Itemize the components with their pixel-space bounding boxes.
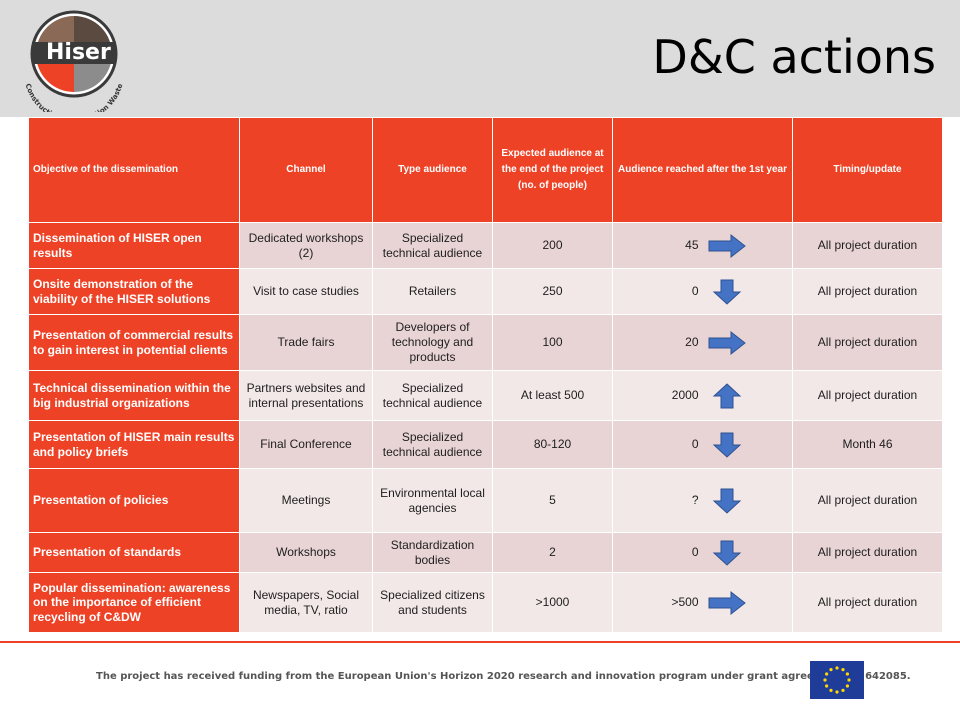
- timing-cell: All project duration: [792, 572, 943, 633]
- audience-reached-cell: 0: [612, 532, 793, 573]
- col-header-objective: Objective of the dissemination: [28, 117, 240, 223]
- svg-text:Construction & Demolition Wast: Construction & Demolition Waste: [24, 82, 125, 112]
- col-header-audience-reached: Audience reached after the 1st year: [612, 117, 793, 223]
- objective-cell: Presentation of commercial results to ga…: [28, 314, 240, 371]
- expected-audience-cell: At least 500: [492, 370, 613, 421]
- audience-reached-cell: 0: [612, 268, 793, 315]
- arrow-up-icon: [707, 382, 747, 409]
- expected-audience-cell: 200: [492, 222, 613, 269]
- timing-cell: All project duration: [792, 468, 943, 533]
- channel-cell: Meetings: [239, 468, 373, 533]
- type-audience-cell: Developers of technology and products: [372, 314, 493, 371]
- audience-reached-cell: ?: [612, 468, 793, 533]
- objective-cell: Technical dissemination within the big i…: [28, 370, 240, 421]
- table-row: Presentation of policies Meetings Environm…: [28, 468, 943, 533]
- col-header-type-audience: Type audience: [372, 117, 493, 223]
- audience-reached-value: 45: [685, 238, 699, 252]
- type-audience-cell: Retailers: [372, 268, 493, 315]
- objective-cell: Onsite demonstration of the viability of…: [28, 268, 240, 315]
- type-audience-cell: Specialized technical audience: [372, 370, 493, 421]
- audience-reached-cell: >500: [612, 572, 793, 633]
- arrow-down-icon: [707, 279, 747, 305]
- channel-cell: Partners websites and internal presentat…: [239, 370, 373, 421]
- channel-cell: Newspapers, Social media, TV, ratio: [239, 572, 373, 633]
- table-row: Presentation of commercial results to ga…: [28, 314, 943, 371]
- arrow-right-icon: [707, 590, 747, 616]
- audience-reached-value: 2000: [671, 388, 699, 402]
- arrow-down-icon: [707, 488, 747, 514]
- table-row: Dissemination of HISER open results Dedic…: [28, 222, 943, 269]
- dc-actions-table: Objective of the dissemination Channel T…: [28, 117, 943, 633]
- objective-cell: Presentation of standards: [28, 532, 240, 573]
- slide-header: Hiser Construction & Demolition Waste D&…: [0, 0, 960, 124]
- expected-audience-cell: 250: [492, 268, 613, 315]
- footer-divider: [0, 641, 960, 643]
- arrow-right-icon: [707, 233, 747, 259]
- table-header-row: Objective of the dissemination Channel T…: [28, 117, 943, 223]
- timing-cell: All project duration: [792, 532, 943, 573]
- channel-cell: Final Conference: [239, 420, 373, 469]
- col-header-timing: Timing/update: [792, 117, 943, 223]
- expected-audience-cell: 5: [492, 468, 613, 533]
- audience-reached-cell: 0: [612, 420, 793, 469]
- expected-audience-cell: 80-120: [492, 420, 613, 469]
- page-title: D&C actions: [652, 30, 936, 84]
- col-header-channel: Channel: [239, 117, 373, 223]
- eu-flag-icon: [810, 661, 864, 699]
- audience-reached-value: 0: [691, 545, 699, 559]
- col-header-expected-audience: Expected audience at the end of the proj…: [492, 117, 613, 223]
- table-row: Presentation of standards Workshops Standa…: [28, 532, 943, 573]
- objective-cell: Presentation of policies: [28, 468, 240, 533]
- objective-cell: Dissemination of HISER open results: [28, 222, 240, 269]
- channel-cell: Dedicated workshops (2): [239, 222, 373, 269]
- timing-cell: Month 46: [792, 420, 943, 469]
- type-audience-cell: Specialized technical audience: [372, 222, 493, 269]
- audience-reached-cell: 20: [612, 314, 793, 371]
- channel-cell: Visit to case studies: [239, 268, 373, 315]
- timing-cell: All project duration: [792, 222, 943, 269]
- arrow-down-icon: [707, 540, 747, 566]
- audience-reached-value: 0: [691, 437, 699, 451]
- audience-reached-cell: 2000: [612, 370, 793, 421]
- table-row: Onsite demonstration of the viability of…: [28, 268, 943, 315]
- logo-subtitle: Construction & Demolition Waste: [18, 66, 130, 124]
- logo-name: Hiser: [46, 40, 111, 65]
- timing-cell: All project duration: [792, 314, 943, 371]
- audience-reached-value: >500: [671, 595, 699, 609]
- objective-cell: Presentation of HISER main results and p…: [28, 420, 240, 469]
- type-audience-cell: Specialized citizens and students: [372, 572, 493, 633]
- audience-reached-value: ?: [691, 493, 699, 507]
- expected-audience-cell: >1000: [492, 572, 613, 633]
- arrow-right-icon: [707, 330, 747, 356]
- table-row: Presentation of HISER main results and p…: [28, 420, 943, 469]
- channel-cell: Workshops: [239, 532, 373, 573]
- expected-audience-cell: 2: [492, 532, 613, 573]
- audience-reached-value: 20: [685, 335, 699, 349]
- hiser-logo: [18, 8, 130, 112]
- timing-cell: All project duration: [792, 268, 943, 315]
- channel-cell: Trade fairs: [239, 314, 373, 371]
- table-row: Popular dissemination: awareness on the …: [28, 572, 943, 633]
- type-audience-cell: Specialized technical audience: [372, 420, 493, 469]
- audience-reached-value: 0: [691, 284, 699, 298]
- table-row: Technical dissemination within the big i…: [28, 370, 943, 421]
- expected-audience-cell: 100: [492, 314, 613, 371]
- arrow-down-icon: [707, 432, 747, 458]
- funding-statement: The project has received funding from th…: [96, 671, 911, 682]
- audience-reached-cell: 45: [612, 222, 793, 269]
- type-audience-cell: Environmental local agencies: [372, 468, 493, 533]
- type-audience-cell: Standardization bodies: [372, 532, 493, 573]
- timing-cell: All project duration: [792, 370, 943, 421]
- objective-cell: Popular dissemination: awareness on the …: [28, 572, 240, 633]
